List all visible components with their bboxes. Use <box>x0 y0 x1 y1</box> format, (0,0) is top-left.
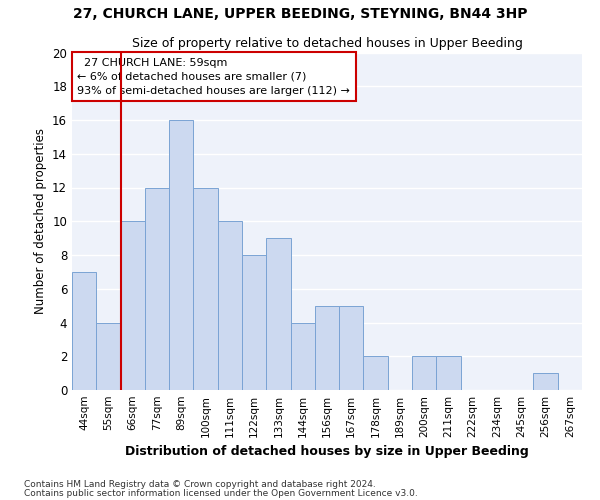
Text: 27, CHURCH LANE, UPPER BEEDING, STEYNING, BN44 3HP: 27, CHURCH LANE, UPPER BEEDING, STEYNING… <box>73 8 527 22</box>
Bar <box>169 120 193 390</box>
Bar <box>145 188 169 390</box>
Bar <box>412 356 436 390</box>
Bar <box>315 306 339 390</box>
Bar <box>121 221 145 390</box>
Bar <box>72 272 96 390</box>
X-axis label: Distribution of detached houses by size in Upper Beeding: Distribution of detached houses by size … <box>125 446 529 458</box>
Bar <box>364 356 388 390</box>
Bar <box>266 238 290 390</box>
Text: Contains HM Land Registry data © Crown copyright and database right 2024.: Contains HM Land Registry data © Crown c… <box>24 480 376 489</box>
Bar <box>290 322 315 390</box>
Bar <box>242 255 266 390</box>
Bar <box>339 306 364 390</box>
Bar <box>96 322 121 390</box>
Text: Contains public sector information licensed under the Open Government Licence v3: Contains public sector information licen… <box>24 488 418 498</box>
Title: Size of property relative to detached houses in Upper Beeding: Size of property relative to detached ho… <box>131 37 523 50</box>
Bar <box>218 221 242 390</box>
Y-axis label: Number of detached properties: Number of detached properties <box>34 128 47 314</box>
Bar <box>436 356 461 390</box>
Bar <box>533 373 558 390</box>
Bar <box>193 188 218 390</box>
Text: 27 CHURCH LANE: 59sqm
← 6% of detached houses are smaller (7)
93% of semi-detach: 27 CHURCH LANE: 59sqm ← 6% of detached h… <box>77 58 350 96</box>
